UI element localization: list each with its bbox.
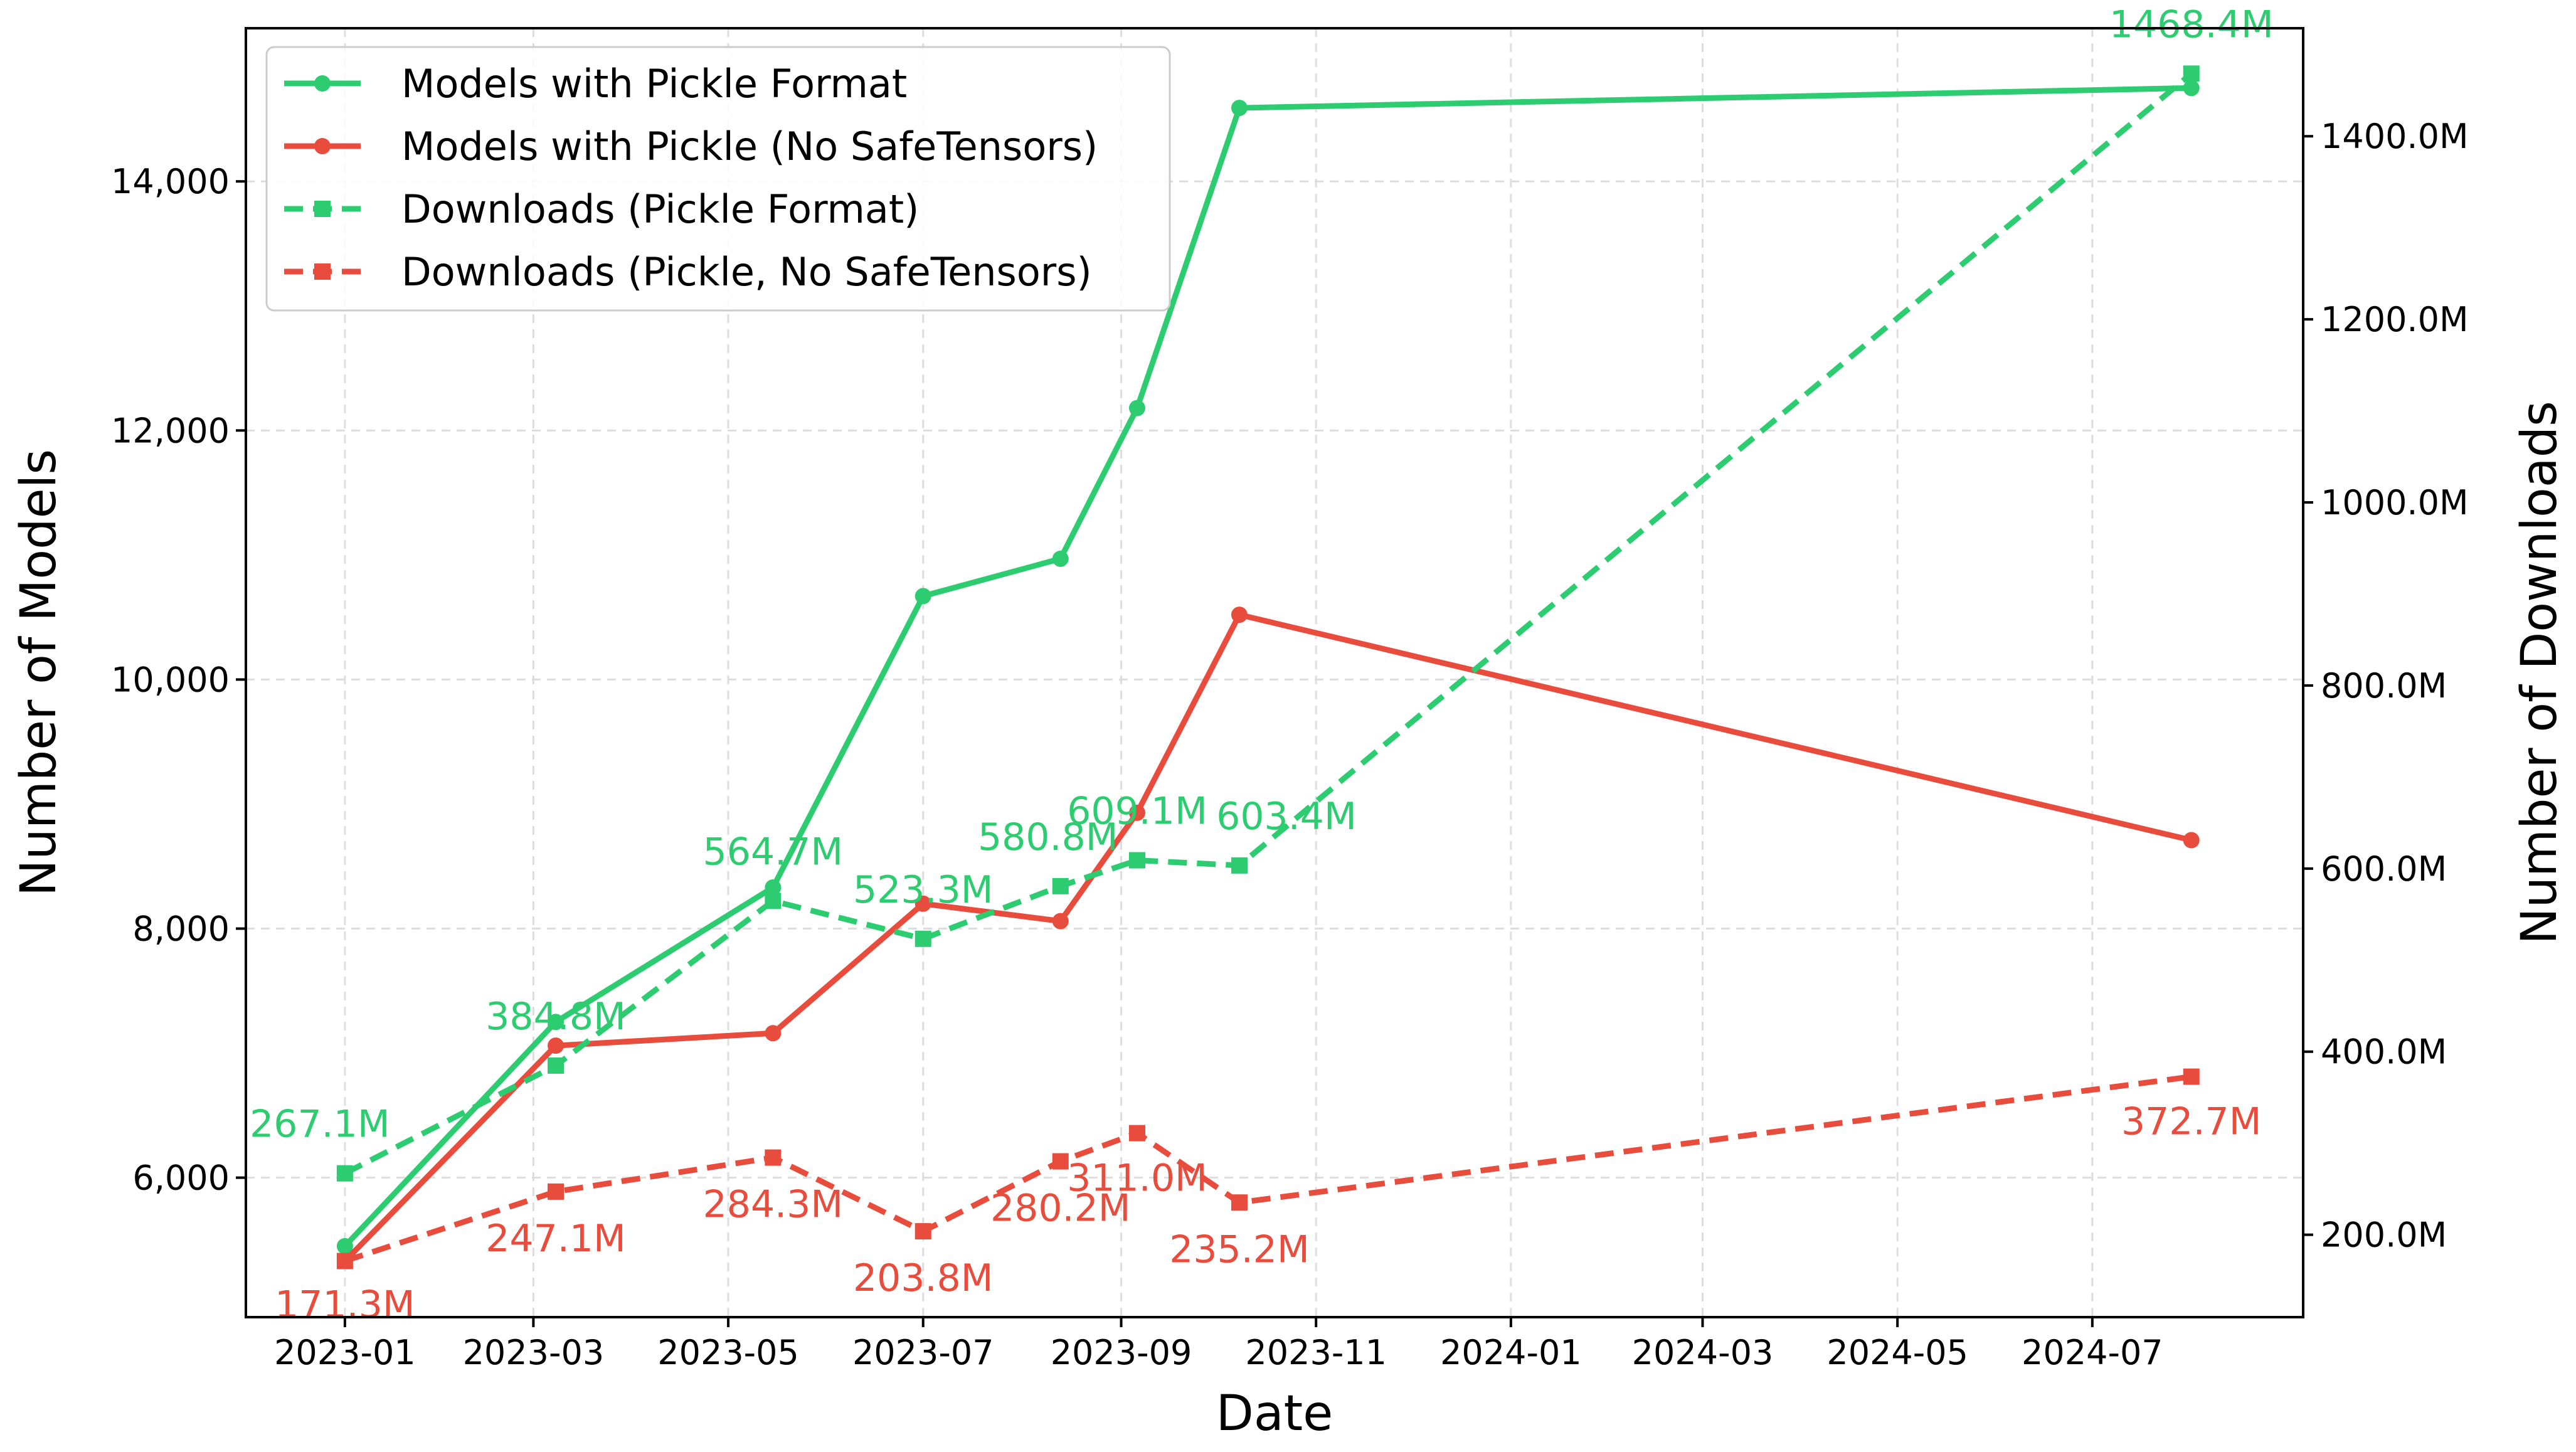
data-point bbox=[2183, 832, 2200, 849]
data-point bbox=[1231, 857, 1248, 874]
data-point bbox=[548, 1037, 564, 1054]
x-axis-title: Date bbox=[1216, 1386, 1333, 1442]
x-tick-label: 2023-01 bbox=[274, 1333, 416, 1372]
x-tick-label: 2023-07 bbox=[852, 1333, 994, 1372]
y-right-tick-label: 1200.0M bbox=[2321, 300, 2469, 339]
data-label: 609.1M bbox=[1067, 790, 1207, 834]
x-tick-label: 2023-03 bbox=[463, 1333, 605, 1372]
data-point bbox=[1231, 100, 1248, 117]
data-label: 284.3M bbox=[703, 1183, 844, 1227]
data-point bbox=[548, 1183, 564, 1200]
data-label: 372.7M bbox=[2121, 1100, 2262, 1144]
data-point bbox=[336, 1253, 353, 1269]
series-line bbox=[342, 612, 2192, 1263]
data-point bbox=[1052, 550, 1069, 567]
y-left-tick-label: 14,000 bbox=[111, 162, 230, 201]
data-label: 580.8M bbox=[978, 815, 1118, 859]
data-point bbox=[2183, 80, 2200, 97]
data-point bbox=[548, 1014, 564, 1031]
data-point bbox=[765, 879, 782, 896]
data-point bbox=[1128, 400, 1145, 416]
data-label: 311.0M bbox=[1067, 1157, 1207, 1200]
x-tick-label: 2024-05 bbox=[1826, 1333, 1968, 1372]
x-tick-label: 2024-01 bbox=[1440, 1333, 1582, 1372]
legend-swatch-marker bbox=[314, 201, 331, 217]
y-left-tick-label: 12,000 bbox=[111, 411, 230, 450]
data-point bbox=[914, 588, 931, 605]
legend-swatch-marker bbox=[314, 263, 331, 280]
y-left-tick-label: 10,000 bbox=[111, 660, 230, 699]
data-point bbox=[548, 1057, 564, 1074]
legend-label: Downloads (Pickle, No SafeTensors) bbox=[401, 249, 1092, 295]
y-right-tick-label: 1400.0M bbox=[2321, 117, 2469, 156]
data-label: 603.4M bbox=[1216, 795, 1357, 839]
data-point bbox=[1052, 1153, 1069, 1170]
data-label: 267.1M bbox=[250, 1103, 390, 1147]
data-point bbox=[1128, 852, 1145, 869]
data-label: 203.8M bbox=[853, 1256, 994, 1300]
data-point bbox=[2183, 65, 2200, 82]
y-right-tick-label: 1000.0M bbox=[2321, 483, 2469, 522]
data-label: 384.8M bbox=[485, 995, 626, 1039]
data-point bbox=[914, 1223, 931, 1240]
data-point bbox=[914, 895, 931, 912]
data-point bbox=[765, 1025, 782, 1042]
data-label: 247.1M bbox=[485, 1217, 626, 1261]
data-label: 280.2M bbox=[990, 1187, 1131, 1231]
y-right-tick-label: 600.0M bbox=[2321, 849, 2447, 889]
y-right-tick-label: 400.0M bbox=[2321, 1032, 2447, 1072]
legend: Models with Pickle Format Models with Pic… bbox=[265, 46, 1171, 312]
data-point bbox=[1231, 607, 1248, 623]
series-layer bbox=[336, 65, 2200, 1269]
data-point bbox=[1052, 877, 1069, 894]
data-point bbox=[336, 1165, 353, 1182]
data-point bbox=[1052, 913, 1069, 930]
data-point bbox=[1128, 804, 1145, 821]
data-label: 235.2M bbox=[1169, 1227, 1310, 1271]
legend-swatch-marker bbox=[314, 75, 331, 92]
x-tick-label: 2024-07 bbox=[2022, 1333, 2163, 1372]
data-point bbox=[1231, 1194, 1248, 1211]
data-point bbox=[765, 1149, 782, 1166]
data-label: 523.3M bbox=[853, 868, 994, 912]
x-tick-label: 2023-11 bbox=[1245, 1333, 1387, 1372]
x-tick-label: 2023-09 bbox=[1051, 1333, 1192, 1372]
x-tick-label: 2023-05 bbox=[657, 1333, 799, 1372]
data-point bbox=[914, 930, 931, 947]
y-left-tick-label: 6,000 bbox=[132, 1158, 230, 1198]
data-point bbox=[765, 893, 782, 909]
legend-swatch-marker bbox=[314, 138, 331, 154]
data-point bbox=[1128, 1125, 1145, 1142]
legend-label: Models with Pickle (No SafeTensors) bbox=[401, 124, 1098, 169]
data-point bbox=[336, 1237, 353, 1254]
y-axis-left-title: Number of Models bbox=[11, 449, 67, 896]
y-left-tick-label: 8,000 bbox=[132, 909, 230, 949]
series-line bbox=[343, 71, 2193, 1176]
x-tick-label: 2024-03 bbox=[1632, 1333, 1774, 1372]
y-right-tick-label: 200.0M bbox=[2321, 1216, 2447, 1255]
legend-label: Downloads (Pickle Format) bbox=[401, 186, 919, 232]
data-label: 564.7M bbox=[703, 830, 844, 874]
legend-label: Models with Pickle Format bbox=[401, 61, 907, 107]
plot-frame bbox=[245, 27, 2304, 1318]
y-right-tick-label: 800.0M bbox=[2321, 666, 2447, 706]
ticks: 2023-01 2023-03 2023-05 2023-07 2023-09 2023-… bbox=[111, 117, 2469, 1372]
data-point bbox=[2183, 1068, 2200, 1085]
data-label: 1468.4M bbox=[2109, 3, 2274, 46]
y-axis-right-title: Number of Downloads bbox=[2511, 401, 2568, 944]
legend-box bbox=[265, 46, 1171, 312]
series-line bbox=[342, 85, 2192, 1248]
